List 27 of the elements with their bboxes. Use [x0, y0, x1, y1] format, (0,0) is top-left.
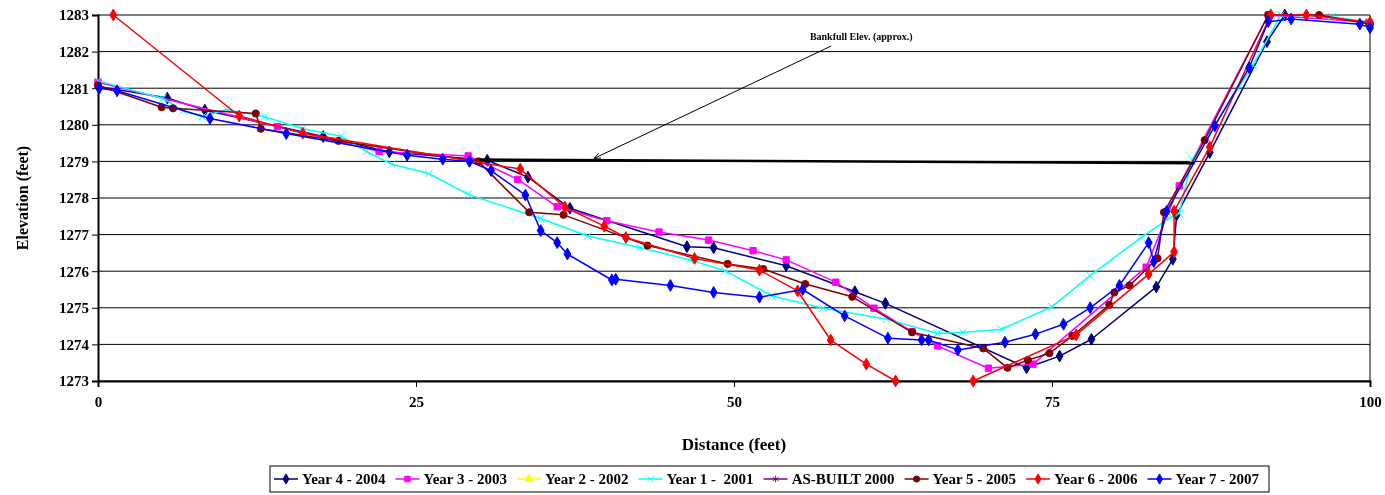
x-tick-label: 100: [1359, 393, 1382, 410]
x-tick-label: 50: [727, 393, 742, 410]
legend-label: Year 2 - 2002: [544, 471, 629, 487]
y-tick-label: 1275: [59, 300, 89, 317]
annotation: Bankfull Elev. (approx.): [809, 31, 913, 43]
x-tick-label: 25: [409, 393, 424, 410]
y-tick-label: 1274: [59, 336, 90, 353]
y-tick-label: 1276: [59, 263, 90, 280]
legend-label: Year 7 - 2007: [1175, 471, 1260, 487]
y-tick-label: 1282: [59, 43, 89, 60]
x-axis-title: Distance (feet): [681, 435, 787, 454]
y-tick-label: 1279: [59, 153, 89, 170]
y-tick-label: 1281: [59, 80, 89, 97]
y-axis-title: Elevation (feet): [14, 145, 32, 251]
legend-label: AS-BUILT 2000: [791, 471, 895, 487]
y-tick-label: 1277: [59, 226, 90, 243]
legend-label: Year 1 - 2001: [666, 471, 754, 487]
y-tick-label: 1278: [59, 190, 89, 207]
legend-label: Year 5 - 2005: [932, 471, 1017, 487]
legend-label: Year 3 - 2003: [423, 471, 507, 487]
y-tick-label: 1280: [59, 117, 89, 134]
legend-label: Year 6 - 2006: [1054, 471, 1139, 487]
x-tick-label: 0: [94, 393, 103, 410]
y-tick-label: 1273: [59, 373, 89, 390]
legend-label: Year 4 - 2004: [302, 471, 386, 487]
x-tick-label: 75: [1045, 393, 1060, 410]
y-tick-label: 1283: [59, 7, 89, 24]
